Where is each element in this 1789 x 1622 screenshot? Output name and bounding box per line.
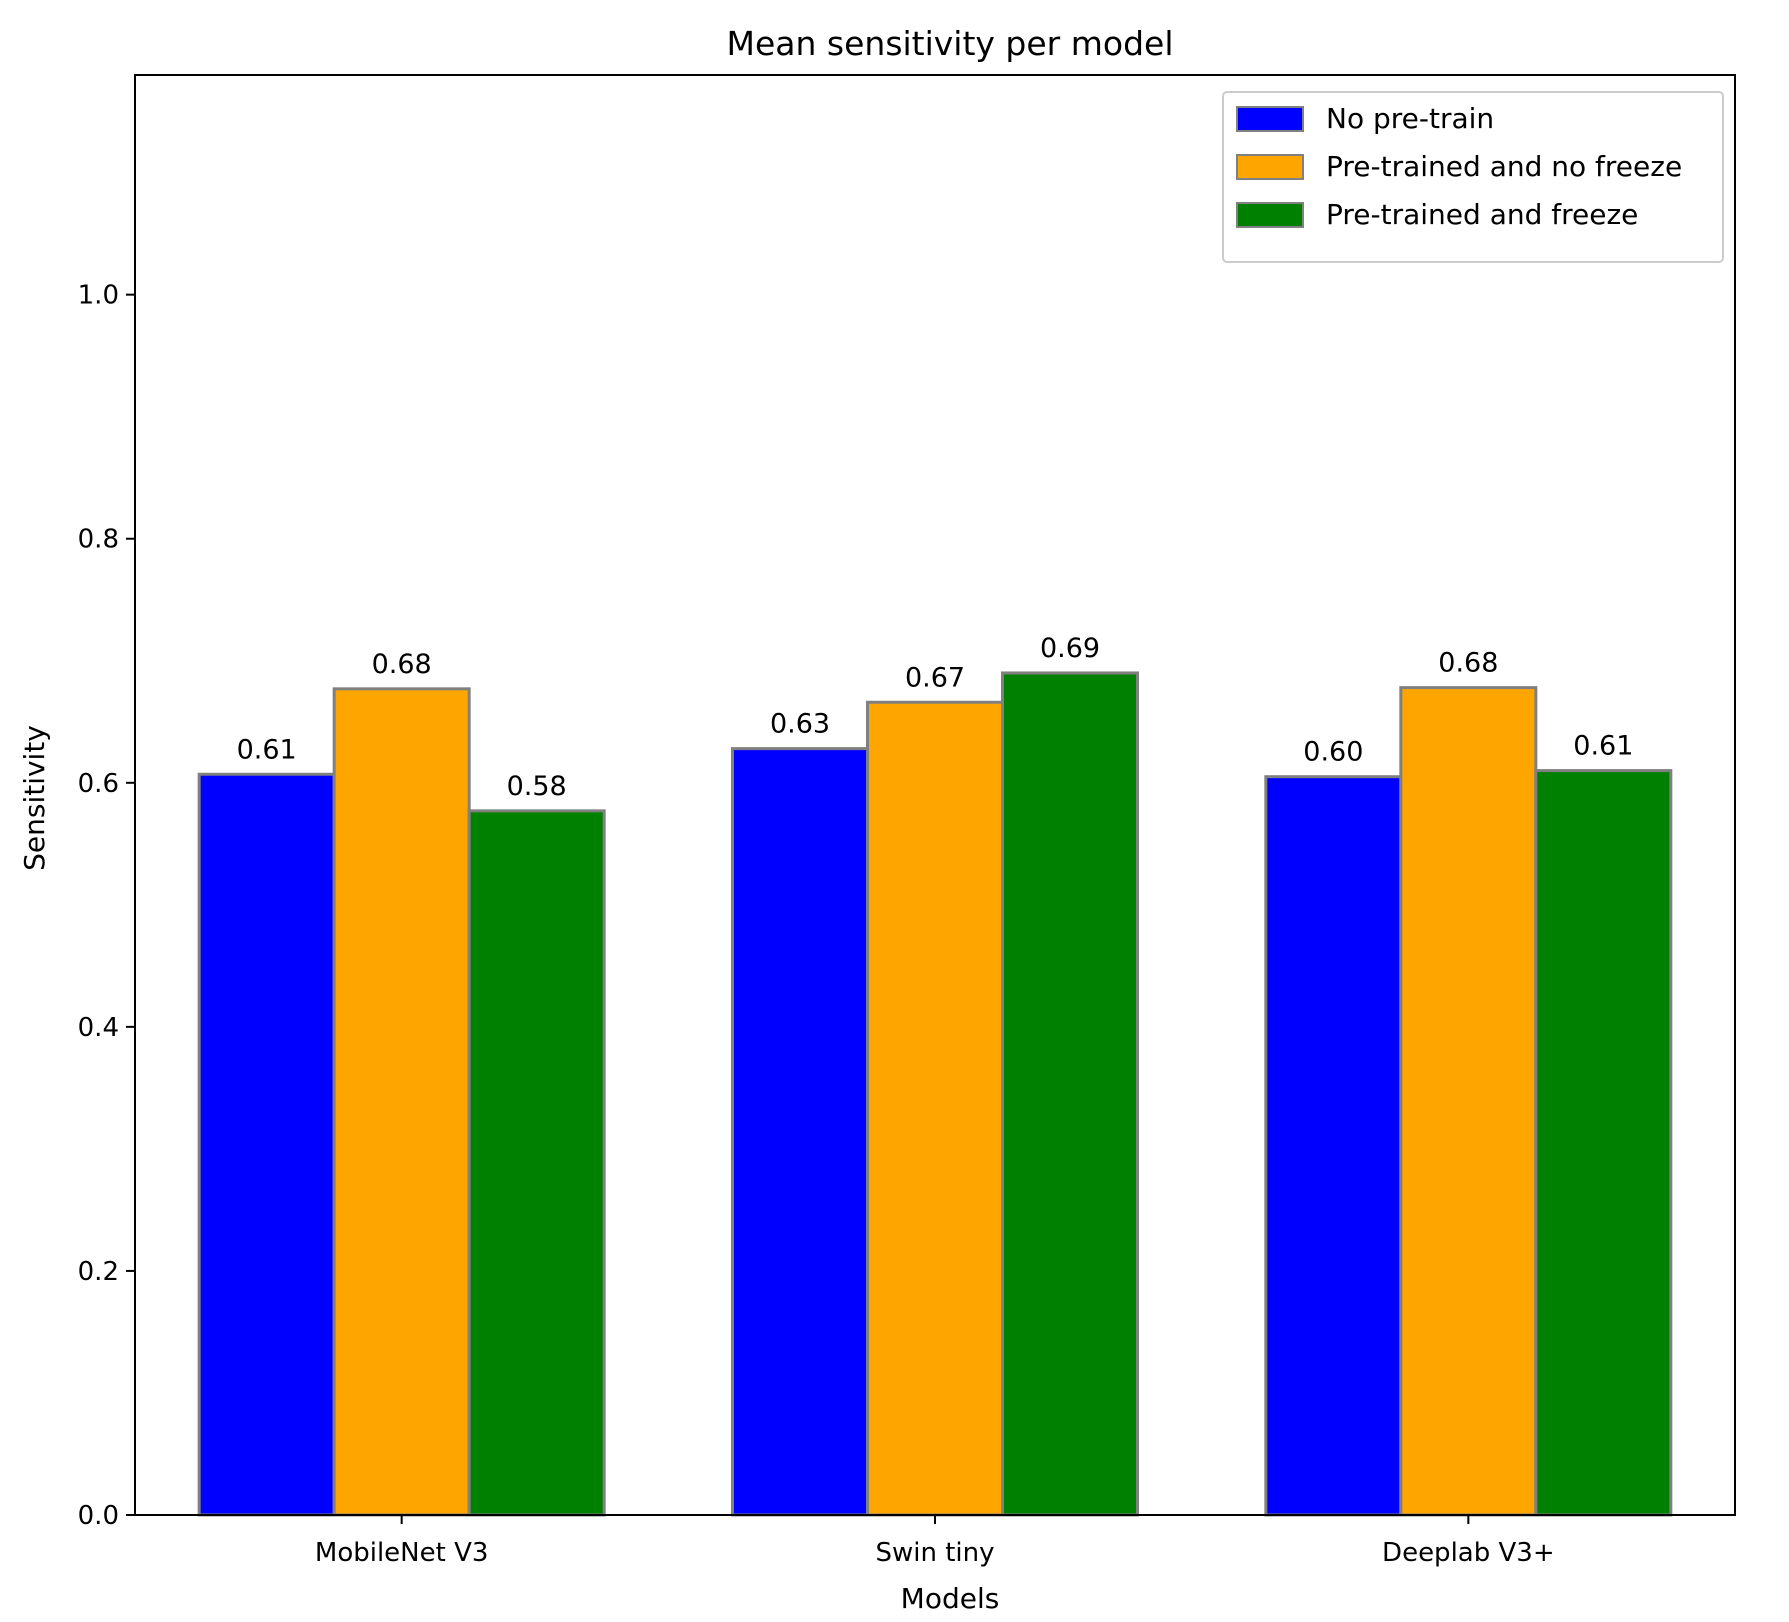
x-tick-label: Deeplab V3+ xyxy=(1382,1538,1555,1568)
chart-title: Mean sensitivity per model xyxy=(727,24,1174,63)
legend-box xyxy=(1222,91,1724,263)
bar-value-label: 0.58 xyxy=(507,771,567,802)
data-labels-group: 0.61 0.63 0.60 0.68 0.67 0.68 0.58 0.69 0.61 xyxy=(237,633,1634,802)
legend-swatch xyxy=(1236,106,1304,132)
legend-swatch xyxy=(1236,154,1304,180)
bar-value-label: 0.60 xyxy=(1303,737,1363,768)
bar xyxy=(866,700,1004,1517)
y-axis: 0.0 0.2 0.4 0.6 0.8 1.0 xyxy=(78,281,135,1531)
bar xyxy=(1001,671,1139,1517)
bars-group xyxy=(197,671,1673,1517)
y-tick-label: 1.0 xyxy=(78,281,119,311)
bar-value-label: 0.67 xyxy=(905,662,965,693)
bar xyxy=(731,747,869,1517)
bar xyxy=(332,687,471,1517)
bar xyxy=(1264,775,1403,1517)
bar xyxy=(1534,769,1673,1517)
y-tick-label: 0.0 xyxy=(78,1501,119,1531)
y-tick-label: 0.6 xyxy=(78,769,119,799)
x-tick-label: MobileNet V3 xyxy=(315,1538,489,1568)
bar-value-label: 0.63 xyxy=(770,709,830,740)
bar-value-label: 0.61 xyxy=(1573,731,1633,762)
y-tick-label: 0.4 xyxy=(78,1013,119,1043)
legend-label: No pre-train xyxy=(1326,102,1494,135)
legend: No pre-train Pre-trained and no freeze Pre… xyxy=(1222,91,1724,263)
x-axis-label: Models xyxy=(901,1582,1000,1615)
legend-label: Pre-trained and no freeze xyxy=(1326,150,1682,183)
bar-value-label: 0.68 xyxy=(372,649,432,680)
bar-value-label: 0.61 xyxy=(237,734,297,765)
y-axis-label: Sensitivity xyxy=(18,725,51,871)
legend-label: Pre-trained and freeze xyxy=(1326,198,1638,231)
x-tick-label: Swin tiny xyxy=(875,1538,994,1568)
bar-value-label: 0.68 xyxy=(1438,648,1498,679)
bar xyxy=(197,772,336,1517)
bar xyxy=(1399,686,1538,1517)
bar xyxy=(467,809,606,1517)
y-tick-label: 0.8 xyxy=(78,525,119,555)
y-tick-label: 0.2 xyxy=(78,1257,119,1287)
legend-swatch xyxy=(1236,202,1304,228)
x-axis: MobileNet V3 Swin tiny Deeplab V3+ xyxy=(315,1515,1555,1568)
bar-value-label: 0.69 xyxy=(1040,633,1100,664)
